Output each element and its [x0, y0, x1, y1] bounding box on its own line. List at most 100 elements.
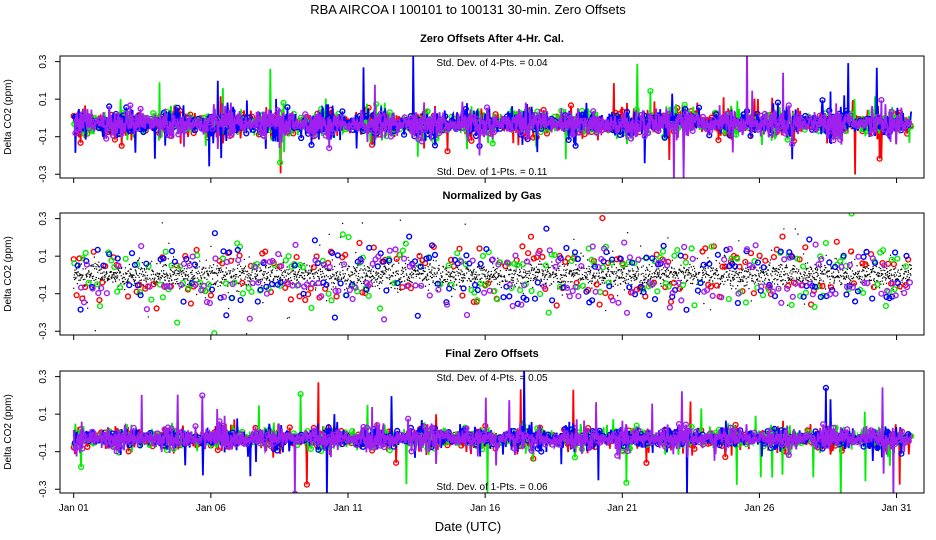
gas-1-point [833, 238, 840, 245]
mean-point [323, 276, 326, 278]
gas-3-point [143, 260, 150, 267]
mean-point [305, 269, 307, 271]
mean-point [496, 267, 498, 270]
plot-frame [59, 212, 925, 336]
mean-point [216, 274, 219, 277]
mean-point [730, 284, 732, 287]
gas-1-point [539, 253, 546, 261]
gas-2-point [654, 288, 661, 295]
mean-point [419, 285, 421, 287]
mean-point [545, 282, 547, 284]
gas-3-point [903, 252, 910, 260]
mean-point [256, 273, 258, 276]
mean-point [182, 270, 184, 272]
mean-point [806, 274, 808, 277]
mean-point [137, 274, 139, 277]
mean-point [320, 273, 322, 276]
gas-4-point [161, 125, 168, 132]
gas-4-point [888, 108, 895, 116]
mean-point [614, 271, 616, 273]
mean-point [704, 267, 706, 270]
gas-4-point [730, 117, 738, 124]
gas-4-point [329, 129, 336, 136]
mean-point [332, 269, 334, 271]
mean-point [867, 267, 870, 270]
mean-point [732, 279, 734, 281]
mean-point [445, 273, 447, 275]
mean-point [484, 276, 486, 278]
mean-point [585, 272, 588, 274]
mean-point [675, 271, 677, 274]
mean-point [219, 285, 221, 287]
mean-point [127, 278, 129, 280]
mean-point [670, 271, 672, 273]
gas-4-point [435, 286, 442, 293]
mean-point [824, 273, 826, 275]
mean-point [728, 276, 731, 278]
mean-point [352, 273, 354, 275]
gas-3-point [500, 294, 507, 301]
mean-point [411, 281, 413, 284]
mean-point [524, 275, 527, 277]
mean-point [188, 264, 190, 267]
mean-point [248, 256, 250, 258]
mean-point [778, 268, 780, 271]
mean-point [738, 276, 740, 279]
mean-point [895, 274, 898, 276]
gas-2-point [174, 319, 181, 326]
mean-point [815, 266, 818, 269]
mean-point [807, 267, 809, 270]
mean-point [442, 266, 445, 268]
gas-3-point [463, 252, 470, 259]
mean-point [289, 273, 291, 275]
mean-point [225, 271, 227, 273]
mean-point [822, 280, 824, 282]
mean-point [712, 280, 714, 282]
gas-2-point [211, 330, 218, 335]
mean-point [586, 268, 588, 270]
mean-point [648, 274, 650, 276]
gas-4-point [600, 245, 608, 252]
mean-point [830, 275, 833, 277]
gas-4-point [370, 128, 377, 135]
mean-point [484, 274, 486, 276]
gas-1-point [307, 285, 315, 292]
mean-point [748, 288, 750, 290]
gas-4-point [198, 287, 205, 294]
mean-point [433, 275, 435, 277]
gas-4-point [545, 116, 552, 124]
mean-point [789, 272, 791, 274]
mean-point [303, 275, 306, 277]
mean-point [240, 285, 242, 288]
mean-point [496, 271, 498, 273]
mean-point [817, 264, 820, 266]
mean-point [470, 271, 473, 273]
mean-point [825, 254, 827, 257]
mean-point [400, 277, 402, 279]
mean-point [627, 282, 629, 284]
mean-point [403, 275, 405, 278]
mean-point [748, 276, 750, 278]
gas-3-point [211, 230, 219, 237]
mean-point [554, 266, 556, 269]
mean-point [145, 281, 147, 283]
mean-point [211, 271, 213, 273]
mean-point [555, 269, 558, 272]
mean-point [731, 273, 733, 276]
gas-2-point [454, 250, 461, 257]
gas-4-point [281, 124, 288, 131]
mean-point [455, 278, 457, 281]
mean-point [97, 271, 99, 273]
mean-point [703, 281, 706, 283]
mean-point [289, 277, 292, 279]
mean-point [639, 281, 641, 283]
gas-4-point [302, 111, 309, 118]
mean-point [894, 272, 896, 274]
mean-point [620, 268, 622, 271]
mean-point [726, 271, 728, 273]
mean-point [249, 276, 251, 279]
mean-point [246, 274, 248, 276]
mean-point [475, 271, 477, 273]
mean-point [748, 274, 751, 276]
gas-3-point [851, 298, 859, 305]
